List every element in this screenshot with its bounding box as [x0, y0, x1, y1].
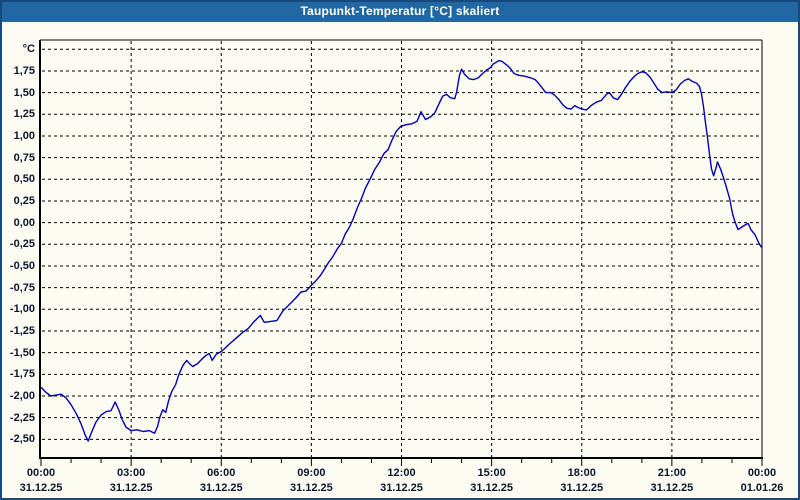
- y-axis-tick-label: 1,50: [13, 86, 35, 99]
- window-title: Taupunkt-Temperatur [°C] skaliert: [300, 4, 500, 18]
- x-axis-date-label: 31.12.25: [380, 482, 423, 494]
- y-axis-tick-label: -1,25: [9, 324, 35, 337]
- x-axis-time-label: 21:00: [657, 467, 686, 479]
- x-axis-time-label: 06:00: [207, 467, 236, 479]
- x-axis-date-label: 31.12.25: [650, 482, 694, 494]
- x-axis-time-label: 00:00: [747, 467, 777, 479]
- x-axis-date-label: 31.12.25: [109, 482, 153, 494]
- x-axis-date-label: 31.12.25: [560, 482, 604, 494]
- y-axis-tick-label: 1,00: [13, 129, 35, 142]
- x-axis-time-label: 15:00: [477, 467, 506, 479]
- y-axis-tick-label: 0,25: [13, 194, 35, 207]
- y-axis-tick-label: -0,50: [9, 259, 35, 272]
- y-axis-tick-label: -2,00: [9, 389, 35, 402]
- y-axis-tick-label: -1,50: [9, 346, 35, 359]
- x-axis-date-label: 31.12.25: [19, 482, 63, 494]
- x-axis-time-label: 18:00: [567, 467, 596, 479]
- y-axis-tick-label: 1,75: [13, 64, 35, 77]
- y-axis-tick-label: -1,00: [9, 303, 35, 316]
- y-axis-tick-label: 0,50: [13, 173, 35, 186]
- dewpoint-line-series: [40, 59, 763, 442]
- y-axis-tick-label: 1,25: [13, 108, 35, 121]
- x-axis-date-label: 31.12.25: [470, 482, 514, 494]
- y-axis-tick-label: -1,75: [9, 368, 35, 381]
- y-axis-tick-label: -0,75: [9, 281, 35, 294]
- x-axis-time-label: 09:00: [297, 467, 326, 479]
- x-axis-date-label: 01.01.26: [740, 482, 784, 494]
- y-axis-unit-label: °C: [22, 43, 35, 56]
- y-axis-tick-label: -2,50: [9, 433, 35, 446]
- x-axis-time-label: 12:00: [387, 467, 416, 479]
- y-axis-tick-label: -0,25: [9, 238, 35, 251]
- y-axis-tick-label: -2,25: [9, 411, 35, 424]
- window-title-bar: Taupunkt-Temperatur [°C] skaliert: [0, 0, 800, 22]
- x-axis-time-label: 03:00: [117, 467, 146, 479]
- chart-canvas: [39, 39, 763, 466]
- x-axis-date-label: 31.12.25: [289, 482, 333, 494]
- x-axis-time-label: 00:00: [26, 467, 56, 479]
- y-axis-tick-label: 0,00: [13, 216, 35, 229]
- x-axis-date-label: 31.12.25: [199, 482, 243, 494]
- y-axis-tick-label: 0,75: [13, 151, 35, 164]
